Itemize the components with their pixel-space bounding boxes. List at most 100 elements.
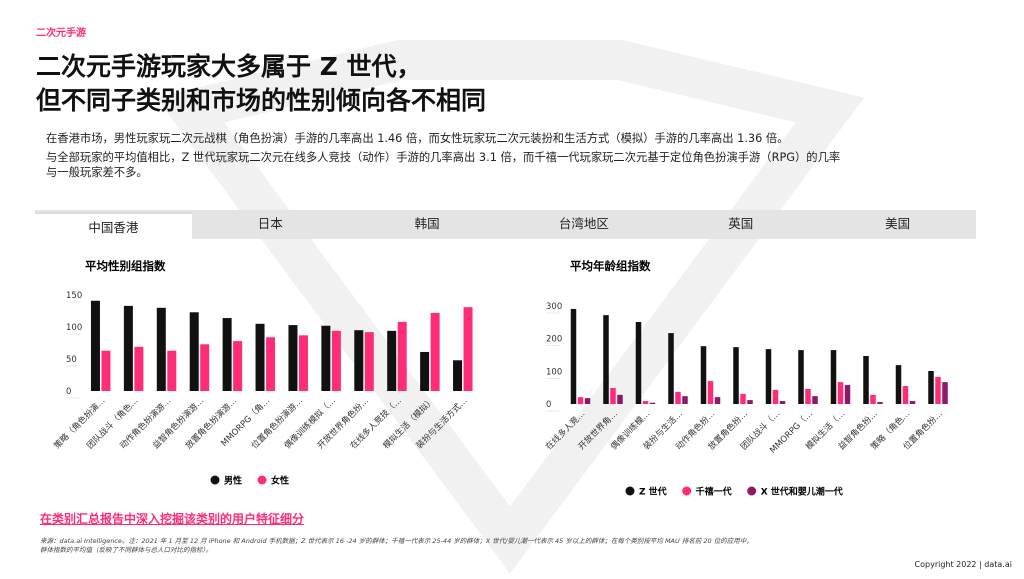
- bar: [577, 397, 584, 404]
- paragraph: 在香港市场，男性玩家玩二次元战棋（角色扮演）手游的几率高出 1.46 倍，而女性…: [46, 132, 789, 145]
- body-text: 在香港市场，男性玩家玩二次元战棋（角色扮演）手游的几率高出 1.46 倍，而女性…: [46, 131, 846, 180]
- bar: [700, 346, 707, 404]
- bar: [617, 394, 623, 404]
- bar: [779, 401, 786, 404]
- title: 二次元手游玩家大多属于 Z 世代， 但不同子类别和市场的性别倾向各不相同: [36, 50, 486, 118]
- bar: [255, 323, 265, 391]
- title-line: 但不同子类别和市场的性别倾向各不相同: [36, 86, 487, 115]
- bar: [134, 346, 144, 391]
- bar: [331, 330, 341, 391]
- bar: [266, 337, 276, 391]
- footnote: 来源：data.ai Intelligence。注：2021 年 1 月至 12…: [40, 537, 753, 555]
- bar: [909, 401, 916, 404]
- bar: [902, 386, 909, 404]
- bar: [463, 307, 473, 391]
- bar: [610, 387, 616, 404]
- legend-label: 女性: [271, 475, 289, 487]
- bar: [584, 398, 591, 404]
- bar: [863, 355, 869, 404]
- bar: [570, 308, 577, 404]
- watermark: [155, 40, 865, 574]
- legend-marker: [625, 486, 635, 496]
- tab-bar: 中国香港 日本 韩国 台湾地区 英国 美国: [35, 210, 976, 241]
- bar: [321, 325, 331, 391]
- legend-marker: [210, 475, 220, 485]
- bar: [420, 351, 430, 391]
- bar: [364, 332, 374, 391]
- bar: [101, 350, 111, 391]
- bar: [928, 371, 934, 404]
- bar: [298, 335, 308, 391]
- bar: [870, 394, 876, 404]
- bar: [635, 322, 642, 404]
- bar: [430, 312, 440, 391]
- y-tick-label: 100: [546, 367, 562, 377]
- tab[interactable]: 日本: [257, 216, 283, 231]
- bar: [123, 305, 133, 391]
- y-tick-label: 150: [66, 291, 82, 301]
- bar: [798, 350, 804, 404]
- tab[interactable]: 台湾地区: [558, 216, 609, 231]
- copyright: Copyright 2022 | data.ai: [914, 560, 1012, 569]
- bar: [649, 402, 656, 404]
- bar: [942, 382, 948, 404]
- tab[interactable]: 韩国: [414, 216, 440, 231]
- y-tick-label: 300: [546, 302, 562, 312]
- tab[interactable]: 英国: [728, 216, 754, 231]
- report-link[interactable]: 在类别汇总报告中深入挖掘该类别的用户特征细分: [40, 512, 305, 526]
- bar: [830, 350, 837, 404]
- legend-label: Z 世代: [639, 486, 667, 498]
- bar: [707, 381, 714, 404]
- section-label: 二次元手游: [36, 28, 86, 39]
- bar: [747, 400, 753, 404]
- bar: [167, 350, 177, 391]
- bar: [733, 347, 739, 404]
- paragraph: 与全部玩家的平均值相比，Z 世代玩家玩二次元在线多人竞技（动作）手游的几率高出 …: [46, 151, 841, 179]
- bar: [765, 349, 772, 404]
- bar: [354, 330, 364, 391]
- bar: [714, 397, 721, 404]
- title-line: 二次元手游玩家大多属于 Z 世代，: [36, 52, 422, 81]
- tab[interactable]: 美国: [885, 216, 911, 231]
- legend-label: 男性: [224, 475, 242, 487]
- legend-marker: [682, 486, 692, 496]
- bar: [387, 330, 397, 391]
- bar: [397, 321, 407, 391]
- chart-title: 平均性别组指数: [85, 259, 166, 273]
- bar: [837, 382, 844, 404]
- bar: [668, 333, 674, 404]
- footnote-line: 群体指数的平均值（反映了不同群体与总人口对比的指标）。: [40, 546, 213, 554]
- y-tick-label: 50: [66, 355, 77, 365]
- bar: [844, 385, 851, 404]
- legend-marker: [747, 486, 757, 496]
- bar: [288, 325, 298, 391]
- bar: [805, 388, 811, 404]
- bar: [222, 318, 232, 391]
- bar: [156, 307, 166, 391]
- bar: [90, 300, 100, 391]
- bar: [812, 396, 818, 404]
- bar: [682, 396, 688, 404]
- bar: [200, 344, 210, 391]
- bar: [935, 376, 941, 404]
- footnote-line: 来源：data.ai Intelligence。注：2021 年 1 月至 12…: [40, 537, 753, 545]
- bar: [895, 365, 902, 404]
- y-tick-label: 0: [546, 400, 551, 410]
- bar: [772, 389, 779, 404]
- bar: [189, 312, 199, 391]
- bar: [453, 360, 463, 391]
- y-tick-label: 0: [66, 387, 71, 397]
- bar: [740, 393, 746, 404]
- legend-marker: [257, 475, 267, 485]
- y-tick-label: 200: [546, 335, 562, 345]
- y-tick-label: 100: [66, 323, 82, 333]
- chart-title: 平均年龄组指数: [570, 259, 651, 273]
- bar: [877, 402, 883, 404]
- bar: [603, 315, 609, 404]
- bar: [233, 341, 243, 391]
- legend-label: 千禧一代: [696, 486, 732, 498]
- legend-label: X 世代和婴儿潮一代: [761, 486, 843, 498]
- tab[interactable]: 中国香港: [35, 212, 192, 241]
